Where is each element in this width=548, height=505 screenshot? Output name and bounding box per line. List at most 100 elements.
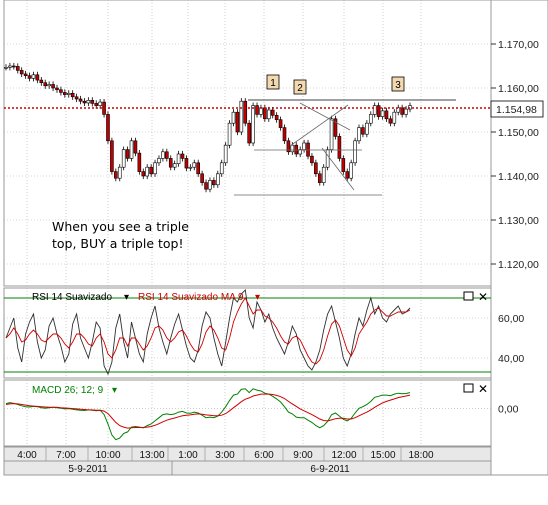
macd-close-icon[interactable]: ✕ [478, 382, 488, 396]
candle-body [239, 100, 244, 133]
candle-body [266, 109, 271, 120]
candle-body [400, 107, 404, 115]
macd-dropdown-icon[interactable]: ▾ [112, 385, 117, 396]
rsi-dropdown-icon[interactable]: ▾ [124, 292, 129, 303]
candle-body [404, 108, 408, 115]
candle-body [263, 107, 267, 120]
candle-body [368, 114, 373, 124]
annotation-line-2: top, BUY a triple top! [52, 236, 184, 251]
candle-body [141, 171, 146, 177]
price-tick-label: 1.130,00 [498, 215, 539, 227]
candle-body [227, 122, 232, 146]
x-tick-label: 15:00 [370, 450, 395, 461]
candle-body [200, 173, 204, 183]
x-tick-label: 7:00 [56, 450, 76, 461]
macd-signal-line [5, 393, 411, 429]
candle-body [196, 162, 200, 175]
right-axis-frame [490, 0, 548, 476]
annotation-text: When you see a triple top, BUY a triple … [52, 218, 212, 252]
candle-body [121, 149, 126, 168]
candle-body [376, 105, 381, 117]
candle-body [39, 79, 44, 84]
candle-body [302, 142, 306, 150]
candle-body [15, 66, 20, 71]
x-tick-label: 9:00 [293, 450, 313, 461]
candle-body [388, 118, 393, 124]
candle-body [270, 109, 275, 116]
annotation-line-1: When you see a triple [52, 219, 189, 234]
x-tick-label: 12:00 [331, 450, 356, 461]
candle-body [66, 92, 71, 95]
candle-body [114, 171, 118, 179]
candle-body [321, 166, 326, 183]
macd-maximize-icon[interactable] [463, 383, 474, 393]
candle-body [153, 162, 157, 175]
candle-body [317, 173, 322, 183]
candle-body [47, 84, 51, 87]
rsi-close-icon[interactable]: ✕ [478, 290, 488, 304]
candle-body [19, 70, 24, 75]
x-tick-label: 3:00 [215, 450, 235, 461]
candle-body [235, 111, 240, 133]
candle-body [74, 96, 79, 100]
rsi-tick-label: 40,00 [498, 353, 524, 365]
candle-body [149, 166, 153, 175]
candle-body [176, 153, 181, 164]
label-box-1: 1 [266, 74, 280, 90]
label-1: 1 [270, 78, 276, 89]
rsi-line [5, 289, 411, 376]
candle-body [192, 162, 197, 168]
candle-body [286, 140, 291, 153]
candle-body [94, 103, 99, 106]
candle-body [27, 75, 32, 79]
axis-labels: 4:00 7:00 10:00 13:00 1:00 3:00 6:00 9:00 12:00 1… [17, 39, 539, 475]
candle-body [372, 105, 377, 115]
candle-body [255, 105, 259, 115]
candle-body [59, 89, 63, 93]
candle-body [392, 111, 397, 124]
candle-body [4, 67, 8, 69]
candle-body [90, 100, 95, 104]
wedge-lines-2 [299, 102, 351, 131]
label-box-2: 2 [293, 79, 307, 95]
candle-body [216, 173, 220, 186]
candle-body [8, 65, 12, 68]
candle-body [117, 166, 122, 179]
candle-body [274, 114, 279, 120]
candle-body [396, 107, 401, 113]
candle-body [353, 140, 357, 164]
candle-body [82, 100, 87, 104]
x-tick-label: 4:00 [17, 450, 37, 461]
rsi-ma-dropdown-icon[interactable]: ▾ [255, 292, 260, 303]
candle-body [12, 65, 16, 68]
candle-body [341, 158, 346, 172]
candle-body [63, 92, 67, 95]
x-tick-label: 1:00 [178, 450, 198, 461]
label-3: 3 [395, 80, 401, 91]
rsi-title: RSI 14 Suavizado [32, 292, 112, 303]
candle-body [145, 166, 150, 177]
x-tick-label: 18:00 [408, 450, 433, 461]
candle-body [106, 114, 110, 142]
macd-tick-label: 0,00 [498, 403, 519, 415]
current-price-value: 1.154,98 [496, 104, 537, 116]
candle-body [337, 136, 342, 159]
label-2: 2 [297, 83, 303, 94]
date-label: 6-9-2011 [310, 464, 350, 475]
current-price-tag: 1.154,98 [490, 100, 544, 118]
rsi-series [4, 289, 491, 376]
price-tick-label: 1.150,00 [498, 127, 539, 139]
candle-body [35, 74, 40, 81]
candle-body [231, 111, 236, 124]
candle-body [314, 162, 318, 175]
candle-body [345, 171, 350, 179]
candle-body [223, 144, 228, 164]
candle-body [294, 144, 299, 155]
candle-body [204, 182, 208, 190]
candle-body [251, 105, 255, 144]
candle-body [98, 101, 102, 106]
candle-body [184, 158, 189, 169]
rsi-maximize-icon[interactable] [463, 291, 474, 301]
price-tick-label: 1.120,00 [498, 259, 539, 271]
candle-body [137, 152, 142, 172]
